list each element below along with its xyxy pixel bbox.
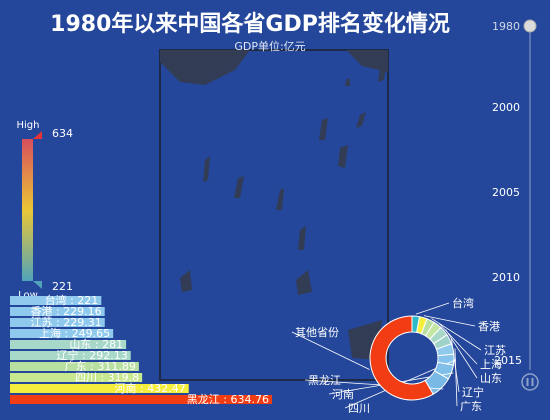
bar-台湾[interactable] [10,296,102,305]
map-province-f [296,270,312,295]
map-province-b [338,145,348,168]
bar-四川[interactable] [10,373,143,382]
donut-leader-其他省份 [291,331,370,370]
visual-map-high-label: High [17,120,40,131]
donut-leader-山东 [445,329,478,379]
map-region-top-right [346,50,388,72]
bar-江苏[interactable] [10,318,105,327]
chart-title: 1980年以来中国各省GDP排名变化情况 [50,12,450,37]
visual-map-gradient-bar [22,139,33,281]
donut-label-山东: 山东 [480,372,502,385]
bar-山东[interactable] [10,340,127,349]
map-province-d [345,78,350,86]
timeline-label-2015[interactable]: 2015 [494,354,522,367]
visual-map-handle-top[interactable] [33,131,42,139]
bar-label-香港: 香港 : 229.16 [30,305,101,318]
map-region-top [160,50,250,85]
donut-label-四川: 四川 [348,402,370,415]
map-province-a [356,112,366,128]
bar-上海[interactable] [10,329,114,338]
pause-icon [526,378,529,386]
visual-map-min-value: 221 [52,280,73,293]
timeline-label-2000[interactable]: 2000 [492,101,520,114]
map-province-l [319,118,328,140]
timeline: 1980 2000 2005 2010 2015 [492,19,539,391]
bar-香港[interactable] [10,307,105,316]
donut-label-江苏: 江苏 [484,344,506,357]
visual-map-handle-bottom[interactable] [33,281,42,289]
bar-label-江苏: 江苏 : 229.31 [31,316,102,329]
bar-辽宁[interactable] [10,351,131,360]
donut-leader-台湾 [415,302,450,315]
donut-label-辽宁: 辽宁 [462,385,484,399]
donut-label-香港: 香港 [478,320,500,333]
donut-label-广东: 广东 [460,400,482,413]
pause-icon-bar [531,378,534,386]
donut-leader-广东 [454,348,458,407]
bar-label-山东: 山东 : 281 [69,338,123,351]
pause-button[interactable] [521,373,539,391]
bar-label-四川: 四川 : 319.8 [75,371,139,384]
bar-label-黑龙江: 黑龙江 : 634.76 [187,393,269,406]
donut-label-上海: 上海 [480,357,502,371]
bar-label-广东: 广东 : 311.89 [65,360,136,373]
donut-leader-香港 [423,315,476,327]
bar-河南[interactable] [10,384,189,393]
donut-label-黑龙江: 黑龙江 [308,374,341,387]
map-province-g [180,270,192,292]
visual-map-low-label: Low [18,290,38,301]
bar-黑龙江[interactable] [10,395,272,404]
timeline-label-1980[interactable]: 1980 [492,20,520,33]
map-province-j [276,188,284,210]
donut-leader-上海 [438,322,478,365]
donut-label-其他省份: 其他省份 [295,326,339,339]
donut-label-台湾: 台湾 [452,296,474,310]
map-province-c [378,66,386,82]
bar-label-河南: 河南 : 432.47 [115,382,186,395]
map-province-h [203,156,210,182]
timeline-label-2005[interactable]: 2005 [492,186,520,199]
visual-map: High 634 221 Low [17,120,73,301]
map-region-outline [159,49,389,381]
visual-map-max-value: 634 [52,127,73,140]
chart-subtitle: GDP单位:亿元 [234,40,306,53]
bar-label-上海: 上海 : 249.65 [39,326,110,340]
donut-label-河南: 河南 [332,388,354,401]
donut-slice-其他省份[interactable] [369,315,434,401]
bar-label-台湾: 台湾 : 221 [45,293,99,307]
map-province-i [234,176,244,198]
bar-label-辽宁: 辽宁 : 292.13 [57,348,128,362]
bar-广东[interactable] [10,362,139,371]
timeline-label-2010[interactable]: 2010 [492,271,520,284]
timeline-handle[interactable] [523,19,537,33]
map-province-k [298,226,306,250]
